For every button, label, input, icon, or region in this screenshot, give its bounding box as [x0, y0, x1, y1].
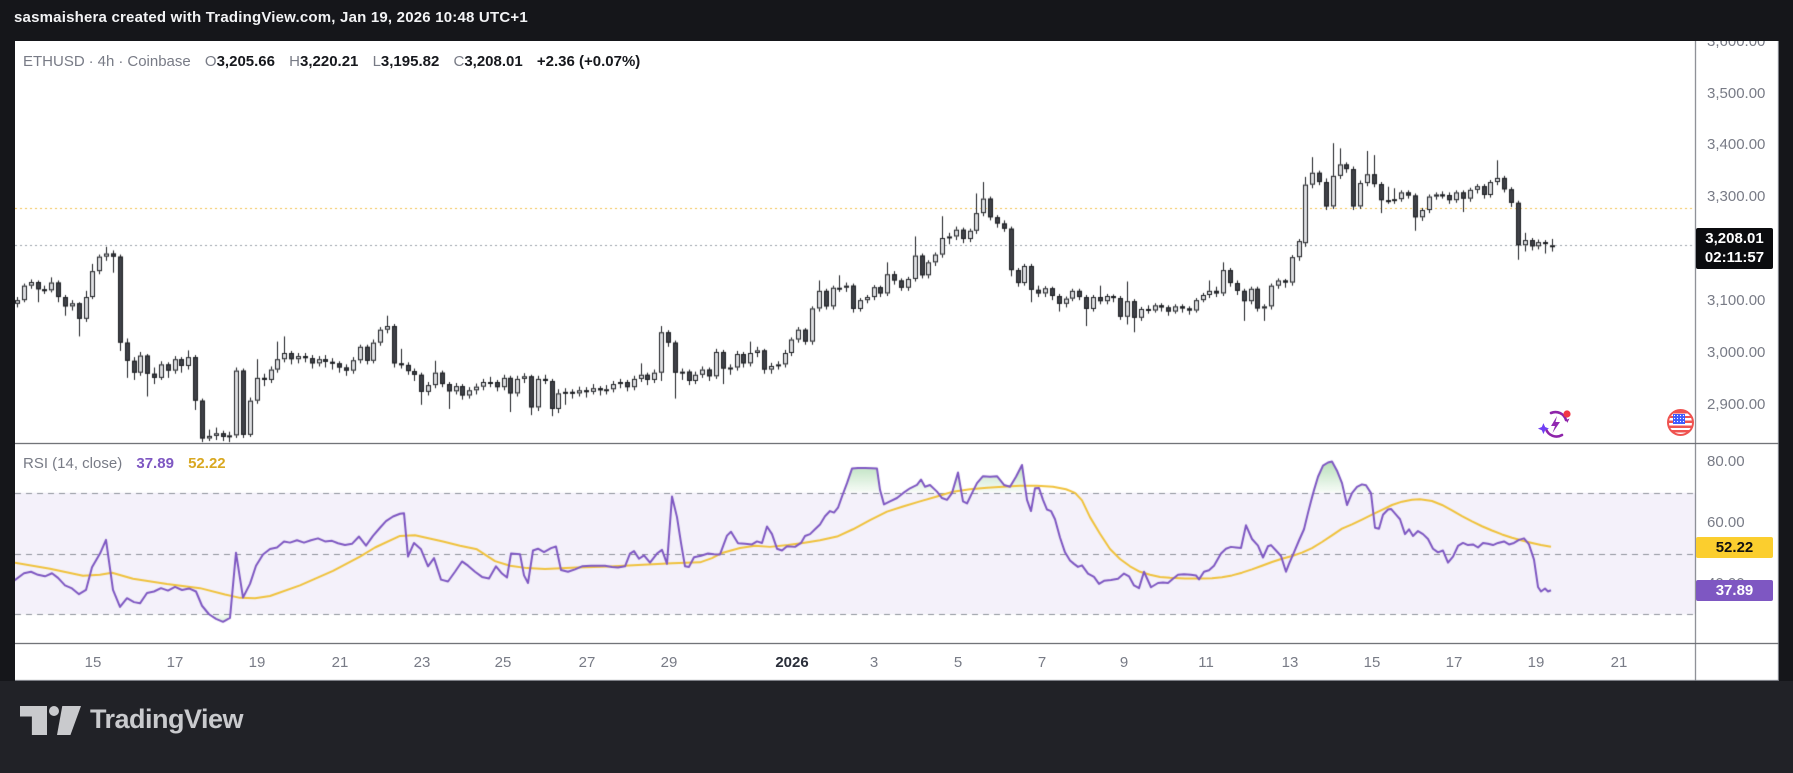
price-axis-label: 3,600.00: [1707, 41, 1766, 50]
last-price: 3,208.01: [1705, 230, 1764, 247]
rsi-axis-label: 60.00: [1707, 514, 1745, 531]
us-flag-event-icon[interactable]: [1667, 409, 1694, 436]
last-price-badge: 3,208.01 02:11:57: [1696, 228, 1773, 269]
time-axis-label: 9: [1119, 654, 1129, 671]
rsi-ma-badge: 52.22: [1696, 537, 1773, 558]
interval-label: 4h: [97, 53, 115, 70]
price-axis-label: 3,400.00: [1707, 136, 1766, 153]
time-axis-label: 19: [248, 654, 266, 671]
symbol-name: ETHUSD: [23, 53, 85, 70]
time-axis-label: 3: [869, 654, 879, 671]
time-axis-label: 17: [166, 654, 184, 671]
time-axis-label: 2026: [775, 654, 809, 671]
time-axis-label: 19: [1527, 654, 1545, 671]
sparkle-refresh-icon[interactable]: [1537, 407, 1573, 441]
price-axis-label: 3,000.00: [1707, 344, 1766, 361]
price-axis-label: 3,300.00: [1707, 188, 1766, 205]
ohlc-high: H3,220.21: [289, 53, 359, 70]
logo-glyph-1: [20, 706, 47, 735]
time-axis-label: 17: [1445, 654, 1463, 671]
rsi-value-badge: 37.89: [1696, 580, 1773, 601]
time-axis-label: 21: [331, 654, 349, 671]
rsi-axis-label: 80.00: [1707, 453, 1745, 470]
ohlc-low: L3,195.82: [372, 53, 440, 70]
time-axis-label: 15: [84, 654, 102, 671]
chart-panel: ETHUSD · 4h · Coinbase O3,205.66 H3,220.21 L…: [15, 41, 1779, 681]
time-axis-label: 27: [578, 654, 596, 671]
price-axis-label: 3,100.00: [1707, 292, 1766, 309]
ohlc-open: O3,205.66: [204, 53, 275, 70]
logo-wordmark: TradingView: [90, 704, 244, 734]
exchange-label: Coinbase: [127, 53, 191, 70]
change-value: +2.36 (+0.07%): [536, 53, 641, 70]
bar-countdown: 02:11:57: [1704, 249, 1765, 266]
flag-canton: [1673, 414, 1685, 424]
rsi-value: 37.89: [136, 455, 174, 472]
rsi-ma-value: 52.22: [188, 455, 226, 472]
time-axis-label: 15: [1363, 654, 1381, 671]
attribution-bar: sasmaishera created with TradingView.com…: [0, 0, 1793, 41]
logo-glyph-dot: [49, 706, 59, 716]
attribution-text: sasmaishera created with TradingView.com…: [14, 9, 528, 26]
logo-glyph-7: [57, 706, 81, 735]
chart-canvas[interactable]: [15, 41, 1779, 681]
time-axis-label: 13: [1281, 654, 1299, 671]
time-axis-label: 29: [660, 654, 678, 671]
time-axis-label: 5: [953, 654, 963, 671]
rsi-legend[interactable]: RSI (14, close) 37.89 52.22: [23, 455, 226, 472]
rsi-title: RSI (14, close): [23, 455, 123, 472]
time-axis-label: 11: [1198, 654, 1214, 671]
time-axis-label: 7: [1037, 654, 1047, 671]
footer-bar: TradingView: [0, 681, 1793, 773]
time-axis-label: 21: [1610, 654, 1628, 671]
price-axis-label: 2,900.00: [1707, 396, 1766, 413]
time-axis-label: 23: [413, 654, 431, 671]
time-axis-label: 25: [494, 654, 512, 671]
symbol-legend[interactable]: ETHUSD · 4h · Coinbase O3,205.66 H3,220.21 L…: [23, 53, 641, 70]
ohlc-close: C3,208.01: [453, 53, 523, 70]
price-axis-label: 3,500.00: [1707, 85, 1766, 102]
